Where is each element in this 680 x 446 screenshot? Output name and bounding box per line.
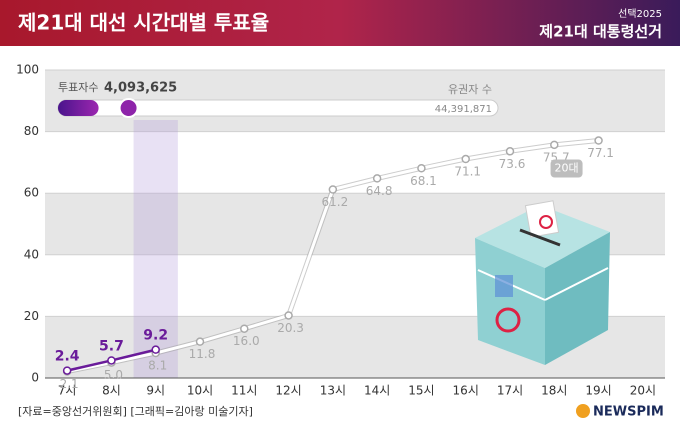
value-label: 16.0 [233,334,260,348]
value-label: 2.4 [55,349,80,365]
value-label: 68.1 [410,174,437,188]
y-tick-label: 60 [24,186,39,200]
x-tick-label: 10시 [187,384,213,398]
x-tick-label: 8시 [102,384,121,398]
y-tick-label: 40 [24,247,39,261]
ballot-box [475,200,610,365]
series-point [461,154,470,164]
x-tick-label: 18시 [541,384,567,398]
value-label: 5.0 [104,368,123,382]
series-point [240,324,249,333]
x-tick-label: 12시 [275,384,301,398]
value-label: 61.2 [321,195,348,209]
x-tick-label: 20시 [630,384,656,398]
x-tick-label: 16시 [453,384,479,398]
y-tick-label: 20 [24,309,39,323]
series-point [107,356,116,365]
series-point [195,337,205,346]
x-tick-label: 11시 [231,384,257,398]
header-band [0,0,680,46]
x-tick-label: 9시 [146,384,165,398]
y-tick-label: 80 [24,124,39,138]
x-tick-label: 15시 [408,384,434,398]
value-label: 2.1 [60,377,79,391]
y-tick-label: 0 [31,371,39,385]
progress-value: 4,093,625 [104,81,177,96]
series-badge [550,159,583,178]
series-point [284,311,293,320]
logo: NEWSPIM [593,405,664,420]
series-name: 20대 [555,162,579,175]
x-tick-label: 13시 [320,384,346,398]
total-label: 유권자 수 [448,83,492,96]
value-label: 9.2 [143,328,168,344]
series-point [505,147,515,156]
chart-title: 제21대 대선 시간대별 투표율 [18,11,269,35]
brand: 제21대 대통령선거 [539,23,662,41]
x-tick-label: 17시 [497,384,523,398]
progress-label: 투표자수 [58,81,98,94]
series-point [151,345,160,354]
series-point [594,136,603,145]
logo-icon [576,404,590,418]
value-label: 64.8 [366,184,393,198]
series-point [62,366,72,375]
series-point [372,174,382,183]
series-point [550,140,559,150]
value-label: 71.1 [454,165,481,179]
series-point [328,185,338,194]
y-tick-label: 100 [16,63,39,77]
highlight-band [133,120,178,378]
value-label: 11.8 [189,347,216,361]
source: [자료=중앙선거위원회] [그래픽=김아랑 미술기자] [18,405,253,418]
value-label: 73.6 [499,157,526,171]
x-tick-label: 7시 [58,384,77,398]
value-label: 5.7 [99,338,124,354]
x-tick-label: 14시 [364,384,390,398]
series-point [417,164,426,173]
total-value: 44,391,871 [435,104,492,115]
value-label: 77.1 [587,146,614,160]
value-label: 8.1 [148,359,167,373]
value-label: 20.3 [277,321,304,335]
progress-bar [58,100,99,116]
brand-top: 선택2025 [618,8,662,20]
progress-knob [118,98,139,118]
x-tick-label: 19시 [585,384,611,398]
